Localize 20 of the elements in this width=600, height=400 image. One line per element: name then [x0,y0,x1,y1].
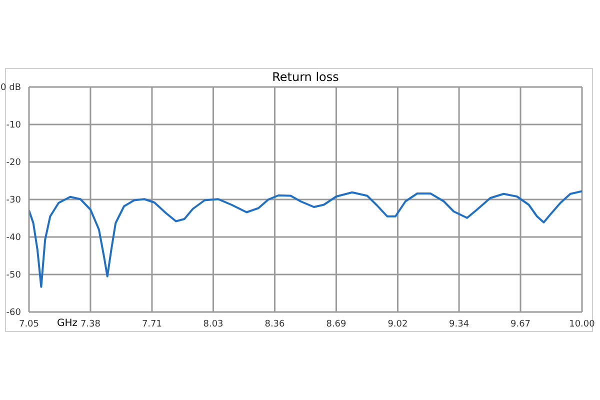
line-series [29,190,582,288]
x-tick-label: 7.71 [142,319,162,330]
x-tick-label: 9.02 [388,319,408,330]
x-tick-label: 9.34 [449,319,470,330]
y-tick-label: -60 [6,308,22,318]
y-tick-label: -40 [6,233,22,243]
y-tick-label: -50 [6,270,22,280]
x-axis-title: GHz [57,318,78,329]
y-tick-label: -20 [6,158,22,168]
x-tick-label: 7.05 [18,319,40,330]
x-tick-label: 8.36 [264,319,286,330]
x-tick-label: 10.00 [569,319,596,330]
x-tick-label: 9.67 [510,319,531,330]
x-tick-label: 7.38 [80,319,101,330]
chart-title: Return loss [271,70,340,84]
y-tick-label: -30 [6,196,22,206]
y-tick-label: 0 dB [0,83,21,93]
x-tick-label: 8.69 [326,319,347,330]
y-tick-label: -10 [6,120,22,130]
x-tick-label: 8.03 [203,319,224,330]
